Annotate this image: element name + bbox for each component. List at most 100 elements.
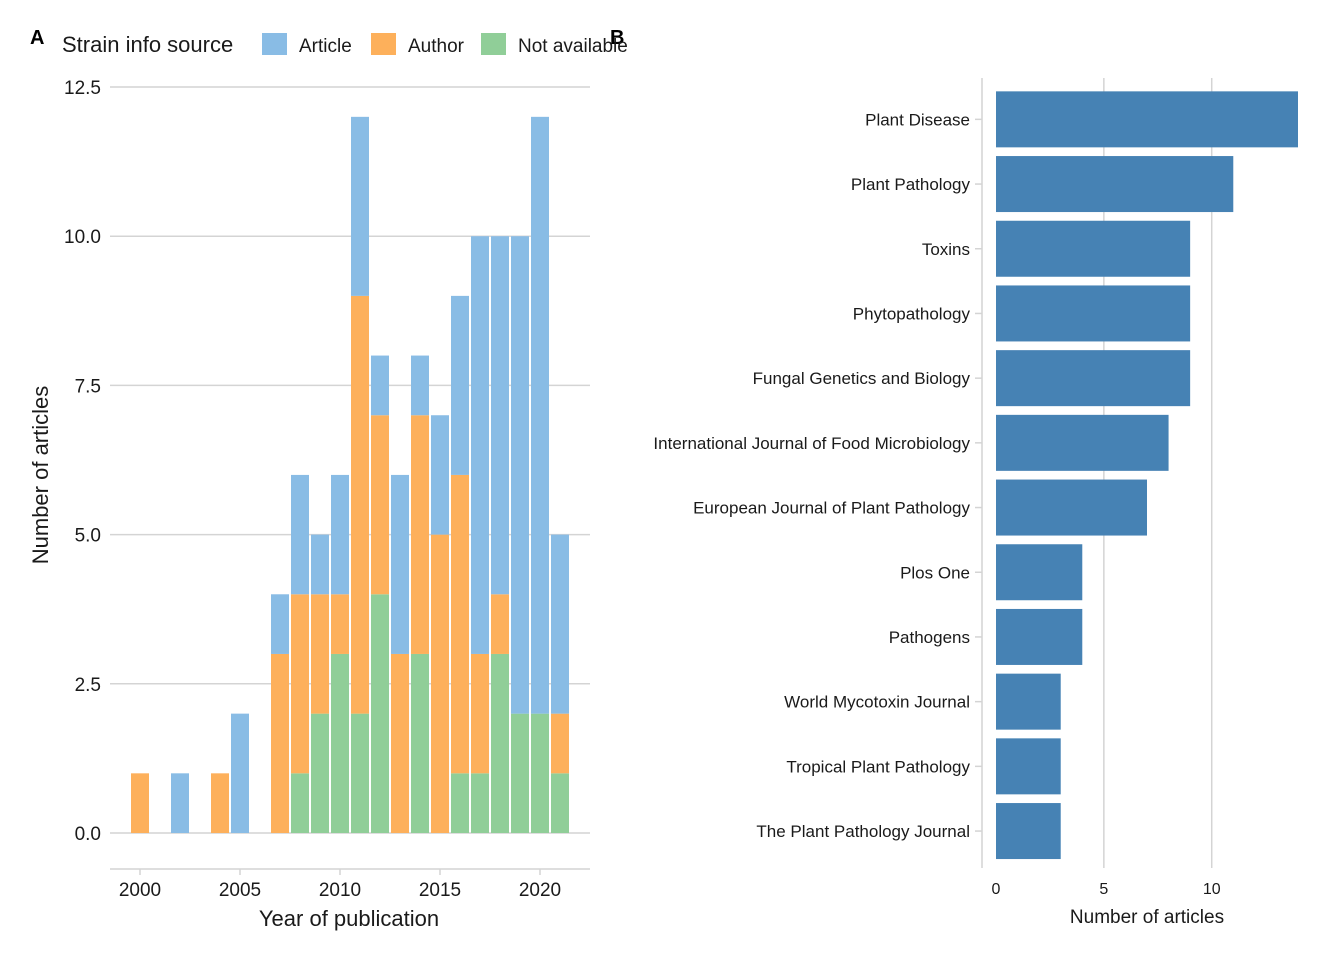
chart-a-x-tick-label: 2005	[219, 880, 261, 901]
bar-article-2007	[271, 594, 289, 654]
bar-not-available-2019	[511, 713, 529, 833]
bar-article-2011	[351, 116, 369, 296]
bar-author-2021	[551, 713, 569, 774]
bar-author-2000	[131, 773, 149, 833]
chart-a-y-ticks: 0.0 2.5 5.0 7.5 10.0 12.5	[64, 78, 101, 845]
bar-author-2009	[311, 594, 329, 714]
bar-author-2014	[411, 415, 429, 654]
bar-not-available-2008	[291, 773, 309, 833]
bar-not-available-2010	[331, 653, 349, 833]
journal-label: World Mycotoxin Journal	[784, 693, 970, 712]
bar-not-available-2009	[311, 713, 329, 833]
chart-a-x-tick-label: 2020	[519, 880, 561, 901]
bar-not-available-2014	[411, 653, 429, 833]
journal-bar	[996, 350, 1191, 407]
bar-author-2010	[331, 594, 349, 654]
chart-a-x-axis-label: Year of publication	[259, 906, 439, 931]
journal-label: Plant Disease	[865, 110, 970, 129]
bar-not-available-2012	[371, 594, 389, 833]
legend-label-not-available: Not available	[518, 36, 628, 57]
bar-article-2016	[451, 295, 469, 475]
bar-article-2018	[491, 236, 509, 595]
journal-label: Phytopathology	[853, 304, 971, 323]
bar-not-available-2020	[531, 713, 549, 833]
journal-label: Pathogens	[889, 628, 970, 647]
chart-b-x-tick-label: 0	[992, 881, 1001, 898]
bar-not-available-2018	[491, 653, 509, 833]
bar-article-2021	[551, 534, 569, 714]
journal-label: Tropical Plant Pathology	[786, 757, 970, 776]
legend-label-article: Article	[299, 36, 352, 57]
legend-swatch-author	[371, 33, 396, 55]
chart-a-y-tick-label: 12.5	[64, 78, 101, 99]
bar-article-2010	[331, 474, 349, 595]
chart-a-y-tick-label: 5.0	[75, 526, 101, 547]
bar-article-2002	[171, 773, 189, 833]
journal-bar	[996, 414, 1169, 471]
chart-b-x-ticks: 0 5 10	[992, 881, 1221, 898]
chart-b-x-tick-label: 5	[1099, 881, 1108, 898]
bar-author-2008	[291, 594, 309, 774]
bar-article-2017	[471, 236, 489, 654]
bar-article-2005	[231, 713, 249, 833]
chart-b-category-labels: Plant Disease Plant Pathology Toxins Phytop…	[653, 110, 982, 841]
bar-author-2011	[351, 295, 369, 714]
chart-a-y-tick-label: 0.0	[75, 824, 101, 845]
chart-a: 0.0 2.5 5.0 7.5 10.0 12.5 2000 2005 2010 2015 202…	[28, 78, 590, 931]
chart-a-x-ticks: 2000 2005 2010 2015 2020	[119, 869, 561, 901]
journal-label: The Plant Pathology Journal	[756, 822, 970, 841]
legend-swatch-article	[262, 33, 287, 55]
journal-bar	[996, 479, 1147, 536]
bar-author-2012	[371, 415, 389, 595]
chart-a-y-tick-label: 2.5	[75, 675, 101, 696]
panel-label-b: B	[610, 27, 624, 49]
journal-bar	[996, 285, 1191, 342]
bar-author-2015	[431, 534, 449, 833]
journal-bar	[996, 156, 1234, 213]
bar-article-2008	[291, 474, 309, 595]
chart-a-x-tick-label: 2015	[419, 880, 461, 901]
journal-bar	[996, 91, 1298, 148]
bar-author-2016	[451, 474, 469, 774]
legend: Strain info source Article Author Not av…	[62, 32, 628, 57]
journal-label: Plos One	[900, 563, 970, 582]
bar-article-2013	[391, 474, 409, 654]
chart-a-x-tick-label: 2000	[119, 880, 161, 901]
bar-author-2007	[271, 653, 289, 833]
bar-author-2013	[391, 653, 409, 833]
chart-b-x-tick-label: 10	[1203, 881, 1221, 898]
chart-b-x-axis-label: Number of articles	[1070, 907, 1224, 928]
journal-bar	[996, 673, 1061, 730]
bar-article-2014	[411, 355, 429, 416]
bar-author-2004	[211, 773, 229, 833]
journal-label: Fungal Genetics and Biology	[753, 369, 971, 388]
journal-bar	[996, 544, 1083, 601]
bar-article-2020	[531, 116, 549, 714]
bar-article-2015	[431, 415, 449, 535]
chart-a-gridlines	[110, 86, 590, 870]
journal-bar	[996, 738, 1061, 795]
journal-bar	[996, 608, 1083, 665]
bar-author-2018	[491, 594, 509, 654]
bar-article-2012	[371, 355, 389, 416]
chart-a-y-tick-label: 7.5	[75, 376, 101, 397]
chart-a-y-axis-label: Number of articles	[28, 386, 53, 565]
journal-bar	[996, 803, 1061, 860]
bar-article-2009	[311, 534, 329, 595]
journal-label: European Journal of Plant Pathology	[693, 499, 970, 518]
chart-b-bars	[996, 91, 1298, 860]
bar-not-available-2011	[351, 713, 369, 833]
bar-not-available-2017	[471, 773, 489, 833]
chart-a-x-tick-label: 2010	[319, 880, 361, 901]
journal-label: Toxins	[922, 240, 970, 259]
journal-label: International Journal of Food Microbiolo…	[653, 434, 970, 453]
bar-not-available-2021	[551, 773, 569, 833]
journal-bar	[996, 220, 1191, 277]
legend-title: Strain info source	[62, 32, 233, 57]
bar-author-2017	[471, 653, 489, 774]
chart-a-y-tick-label: 10.0	[64, 227, 101, 248]
legend-label-author: Author	[408, 36, 465, 57]
bar-not-available-2016	[451, 773, 469, 833]
legend-swatch-not-available	[481, 33, 506, 55]
